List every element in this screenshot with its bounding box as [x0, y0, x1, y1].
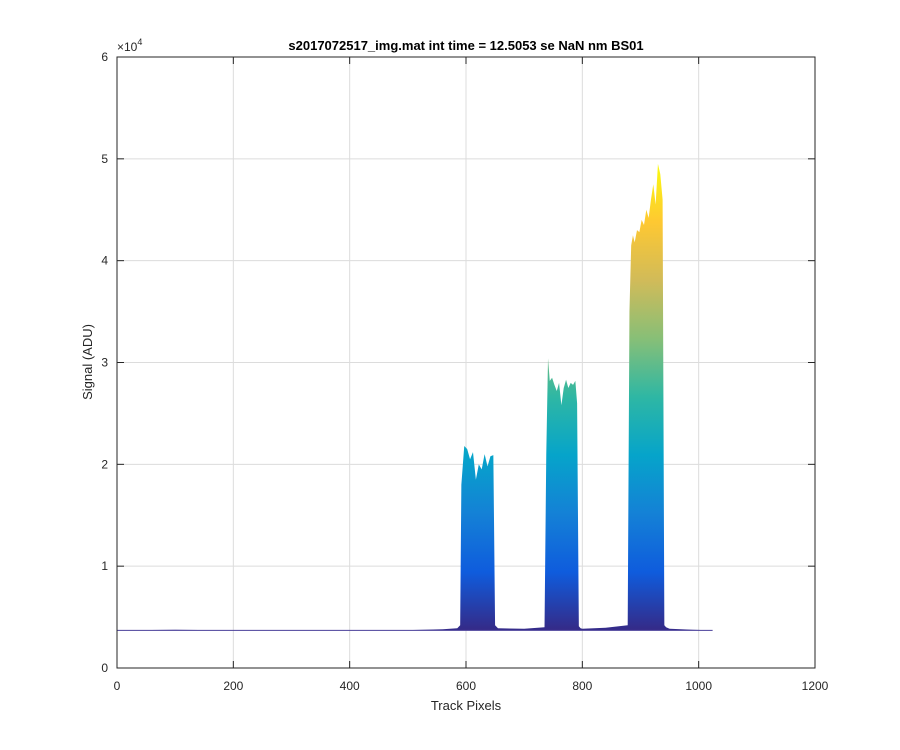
y-axis-title: Signal (ADU) — [80, 324, 95, 400]
x-tick-label: 0 — [114, 679, 121, 693]
y-tick-label: 6 — [101, 50, 108, 64]
x-tick-label: 1200 — [802, 679, 829, 693]
y-tick-label: 4 — [101, 254, 108, 268]
y-exponent-label: ×104 — [117, 37, 142, 54]
chart-title: s2017072517_img.mat int time = 12.5053 s… — [288, 38, 643, 53]
x-axis-title: Track Pixels — [431, 698, 502, 713]
tick-labels: 0 200 400 600 800 1000 1200 0 1 2 3 4 5 6 — [101, 50, 828, 693]
x-tick-label: 800 — [572, 679, 592, 693]
signal-area — [117, 163, 713, 631]
x-tick-label: 400 — [340, 679, 360, 693]
y-tick-label: 5 — [101, 152, 108, 166]
ticks — [116, 56, 816, 669]
y-tick-label: 3 — [101, 356, 108, 370]
x-tick-label: 200 — [223, 679, 243, 693]
x-tick-label: 600 — [456, 679, 476, 693]
y-tick-label: 0 — [101, 661, 108, 675]
y-tick-label: 2 — [101, 457, 108, 471]
y-tick-label: 1 — [101, 559, 108, 573]
x-tick-label: 1000 — [685, 679, 712, 693]
